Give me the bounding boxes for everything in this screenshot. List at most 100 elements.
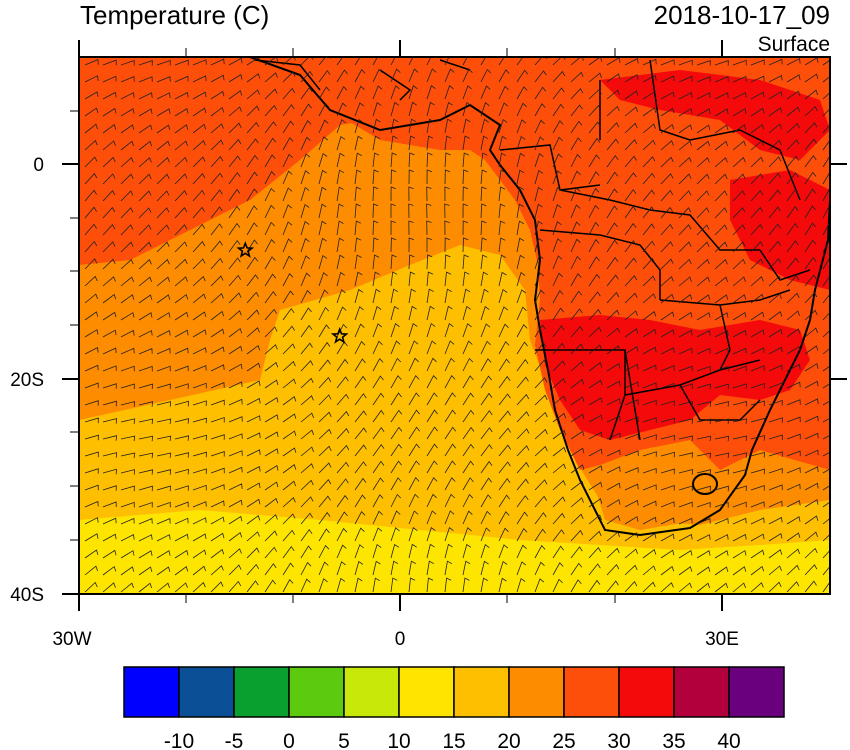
- wind-barb: [282, 325, 295, 338]
- wind-barb: [534, 272, 545, 287]
- wind-barb: [768, 258, 782, 270]
- wind-barb: [714, 518, 729, 525]
- wind-barb: [804, 239, 817, 253]
- wind-barb: [588, 326, 602, 338]
- wind-barb: [264, 204, 275, 219]
- wind-barb: [714, 294, 729, 304]
- wind-barb: [336, 186, 344, 202]
- field-land-very-hot: [540, 315, 810, 440]
- wind-barb: [174, 533, 189, 542]
- wind-barb: [174, 107, 189, 117]
- wind-barb: [534, 445, 548, 457]
- wind-barb: [660, 223, 674, 236]
- wind-barb: [228, 398, 243, 406]
- wind-barb: [714, 207, 728, 219]
- wind-barb: [750, 533, 765, 542]
- wind-barb: [174, 241, 188, 253]
- wind-barb: [714, 347, 729, 355]
- wind-barb: [696, 241, 710, 253]
- wind-barb: [660, 400, 675, 407]
- wind-barb: [408, 460, 420, 474]
- wind-barb: [192, 258, 206, 270]
- wind-barb: [336, 119, 346, 134]
- wind-barb: [408, 237, 414, 253]
- wind-barb: [732, 258, 746, 270]
- wind-barb: [480, 68, 492, 83]
- wind-barb: [102, 311, 117, 321]
- wind-barb: [624, 257, 637, 270]
- wind-barb: [444, 460, 456, 474]
- wind-barb: [192, 223, 206, 236]
- colorbar-swatch: [453, 666, 510, 718]
- wind-barb: [102, 347, 117, 355]
- wind-barb: [390, 68, 401, 83]
- wind-barb: [174, 517, 189, 525]
- wind-barb: [444, 375, 456, 389]
- wind-barb: [390, 57, 396, 66]
- wind-barb: [678, 517, 693, 525]
- wind-barb: [678, 156, 692, 168]
- wind-barb: [210, 223, 223, 236]
- wind-barb: [606, 155, 619, 168]
- wind-barb: [642, 206, 655, 219]
- wind-barb: [714, 383, 729, 390]
- wind-barb: [516, 561, 527, 576]
- wind-barb: [588, 273, 601, 287]
- wind-barb: [156, 207, 170, 219]
- wind-barb: [372, 510, 383, 525]
- wind-barb: [642, 516, 657, 525]
- wind-barb: [408, 443, 421, 457]
- lesotho-outline: [692, 473, 718, 495]
- wind-barb: [696, 108, 711, 117]
- wind-barb: [624, 310, 638, 321]
- wind-barb: [696, 124, 711, 134]
- wind-barb: [174, 400, 189, 407]
- wind-barb: [282, 87, 296, 100]
- wind-barb: [138, 383, 153, 390]
- wind-barb: [480, 306, 490, 321]
- wind-barb: [678, 365, 693, 372]
- wind-barb: [444, 254, 451, 270]
- wind-barb: [408, 271, 416, 287]
- wind-barb: [480, 340, 491, 355]
- wind-barb: [804, 547, 818, 559]
- wind-barb: [786, 58, 801, 66]
- wind-barb: [444, 543, 453, 559]
- wind-barb: [624, 106, 638, 117]
- wind-barb: [408, 477, 420, 491]
- wind-barb: [624, 345, 639, 355]
- wind-barb: [120, 452, 136, 458]
- wind-barb: [228, 483, 243, 491]
- wind-barb: [336, 271, 346, 287]
- wind-barb: [480, 560, 489, 576]
- wind-barb: [588, 414, 603, 423]
- wind-barb: [768, 58, 783, 66]
- wind-barb: [336, 102, 347, 117]
- wind-barb: [426, 443, 438, 457]
- wind-barb: [444, 68, 455, 83]
- wind-barb: [336, 461, 350, 474]
- wind-barb: [786, 581, 800, 593]
- wind-barb: [786, 257, 799, 270]
- wind-barb: [624, 275, 638, 287]
- wind-barb: [714, 329, 729, 338]
- wind-barb: [228, 257, 241, 270]
- wind-barb: [408, 135, 416, 151]
- wind-barb: [336, 289, 346, 304]
- wind-barb: [282, 308, 295, 321]
- wind-barb: [264, 497, 279, 508]
- wind-barb: [624, 433, 639, 440]
- wind-barb: [462, 560, 471, 576]
- wind-barb: [192, 517, 207, 525]
- wind-barb: [750, 517, 765, 525]
- wind-barb: [480, 102, 490, 117]
- wind-barb: [300, 289, 312, 304]
- wind-barb: [642, 91, 657, 100]
- wind-barb: [588, 514, 602, 525]
- wind-barb: [192, 311, 207, 321]
- wind-barb: [300, 238, 310, 253]
- wind-barb: [768, 549, 783, 559]
- wind-barb: [480, 288, 489, 304]
- wind-barb: [516, 237, 525, 253]
- wind-barb: [138, 452, 154, 459]
